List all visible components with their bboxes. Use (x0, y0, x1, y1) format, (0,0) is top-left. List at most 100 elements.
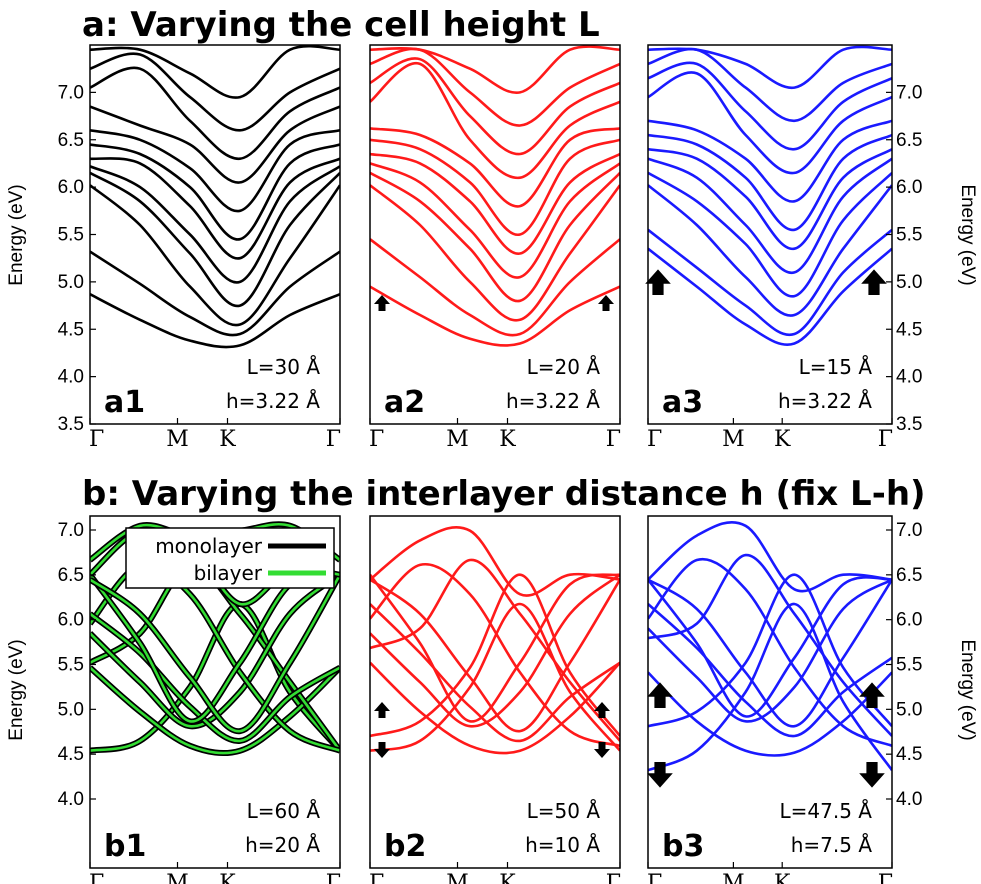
bands-b3 (648, 520, 892, 772)
band-line-10 (370, 525, 620, 597)
band-line-8 (90, 129, 340, 213)
x-tick-label: Γ (89, 871, 104, 884)
band-line-12 (90, 45, 340, 99)
band-line-1 (370, 285, 620, 347)
y-tick-label: 7.0 (896, 82, 922, 103)
y-axis-title: Energy (eV) (957, 639, 978, 740)
band-line-5 (648, 157, 892, 274)
y-tick-label: 5.5 (58, 655, 84, 676)
y-tick-label: 7.0 (58, 520, 84, 541)
panel-label: b3 (662, 829, 704, 864)
x-tick-label: Γ (326, 427, 341, 452)
band-line-6 (90, 157, 340, 260)
y-tick-label: 4.0 (896, 367, 922, 388)
panel-b3: Γ M K Γ 4.0 4.5 5.0 5.5 6.0 6.5 7.0 Energy (eV) b3 L=… (647, 515, 978, 884)
x-tick-label: K (499, 427, 516, 452)
band-line-5 (370, 162, 620, 279)
band-line-7 (90, 143, 340, 241)
down-arrow-icon (594, 742, 610, 758)
panel-frame (89, 515, 341, 869)
band-line-11 (648, 47, 892, 123)
param-annotation: L=50 Å (527, 799, 601, 823)
y-tick-label: 5.5 (58, 225, 84, 246)
y-tick-label: 3.5 (896, 414, 922, 435)
y-tick-label: 4.5 (58, 744, 84, 765)
panel-label: a3 (662, 385, 703, 420)
band-line-10 (648, 61, 892, 151)
param-annotation: L=15 Å (799, 355, 873, 379)
x-tick-label: Γ (878, 871, 893, 884)
param-annotation: L=30 Å (247, 355, 321, 379)
band-line-10 (90, 66, 340, 161)
panel-a2: Γ M K Γa2 L=20 Å h=3.22 Å (369, 44, 621, 452)
band-line-7 (370, 138, 620, 236)
param-annotation: L=20 Å (527, 355, 601, 379)
y-tick-label: 6.5 (58, 130, 84, 151)
down-arrow-icon (374, 742, 390, 758)
y-axis-title: Energy (eV) (957, 184, 978, 285)
x-tick-label: K (774, 427, 791, 452)
band-line-3 (648, 184, 892, 317)
x-tick-label: Γ (878, 427, 893, 452)
band-line-4 (370, 558, 620, 742)
y-tick-label: 7.0 (58, 82, 84, 103)
band-line-6 (648, 557, 892, 748)
y-tick-label: 4.0 (58, 367, 84, 388)
band-line-7 (370, 603, 620, 743)
panel-frame (369, 44, 621, 425)
param-annotation: L=60 Å (247, 799, 321, 823)
x-tick-label: Γ (369, 427, 384, 452)
up-arrow-icon (594, 702, 610, 718)
param-annotation: h=3.22 Å (778, 389, 872, 413)
band-line-3 (370, 184, 620, 322)
x-tick-label: Γ (606, 427, 621, 452)
x-tick-label: K (219, 871, 236, 884)
x-tick-label: K (499, 871, 516, 884)
bands-a3 (648, 45, 892, 346)
band-line-4 (370, 171, 620, 303)
band-line-5 (90, 165, 340, 284)
y-tick-label: 7.0 (896, 520, 922, 541)
y-tick-label: 6.0 (896, 610, 922, 631)
up-arrow-icon (374, 295, 390, 311)
legend-label-bilayer: bilayer (194, 561, 263, 585)
band-line-6 (648, 147, 892, 251)
x-tick-label: K (774, 871, 791, 884)
band-line-1 (90, 293, 340, 349)
y-tick-label: 4.0 (896, 789, 922, 810)
y-tick-label: 6.0 (896, 177, 922, 198)
param-annotation: h=20 Å (245, 833, 320, 857)
up-arrow-icon (861, 269, 887, 295)
band-line-2 (648, 228, 892, 337)
bands-a2 (370, 45, 620, 347)
band-line-9 (90, 105, 340, 184)
band-line-1 (648, 602, 892, 772)
band-line-8 (370, 127, 620, 208)
y-tick-label: 5.0 (58, 699, 84, 720)
y-tick-label: 5.0 (58, 272, 84, 293)
param-annotation: h=3.22 Å (506, 389, 600, 413)
legend-box (125, 527, 335, 589)
y-axis-title: Energy (eV) (6, 184, 27, 285)
band-line-12 (370, 45, 620, 94)
band-line-9 (370, 578, 620, 733)
y-tick-label: 6.5 (896, 130, 922, 151)
x-tick-label: M (722, 871, 745, 884)
panel-b1: Γ M K Γ 4.0 4.5 5.0 5.5 6.0 6.5 7.0 Energy (eV) b1 L=… (6, 515, 341, 884)
band-outline-5 (90, 561, 340, 754)
panel-label: a2 (384, 385, 425, 420)
x-tick-label: Γ (647, 427, 662, 452)
bands-a1 (90, 45, 340, 349)
y-tick-label: 5.0 (896, 272, 922, 293)
band-line-8 (648, 119, 892, 203)
band-line-5 (90, 562, 340, 752)
band-line-12 (648, 45, 892, 89)
band-line-3 (370, 661, 620, 755)
x-tick-label: M (166, 871, 189, 884)
y-tick-label: 4.0 (58, 789, 84, 810)
band-line-6 (90, 612, 340, 743)
y-tick-label: 4.5 (896, 319, 922, 340)
